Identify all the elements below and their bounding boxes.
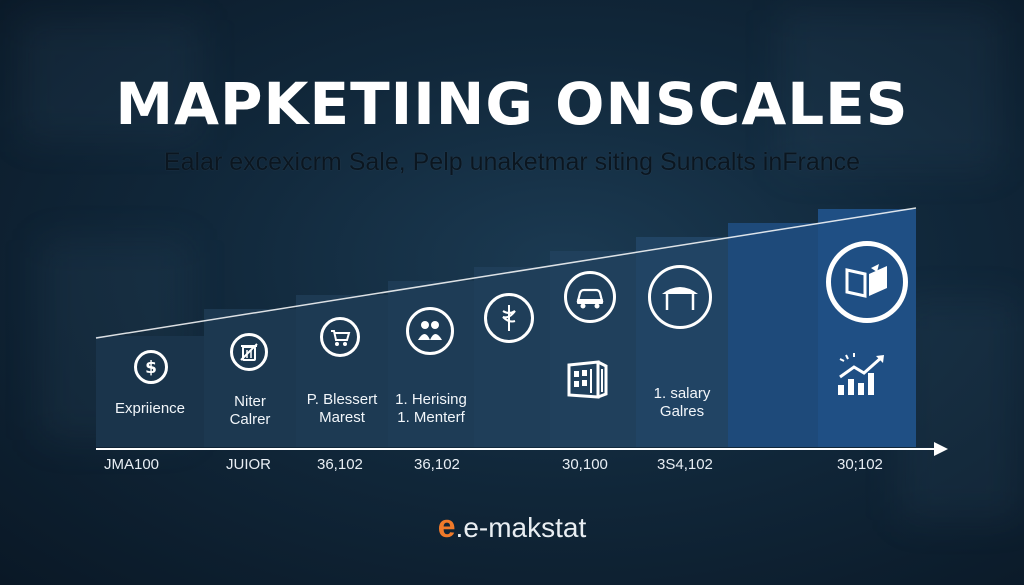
column-1: $ Expriience [96, 336, 204, 447]
people-icon [406, 307, 454, 355]
book-icon [826, 241, 908, 323]
logo-mark: e [437, 508, 456, 544]
cart-icon [320, 317, 360, 357]
baseline-value: JUIOR [226, 456, 271, 473]
building-icon [566, 359, 608, 401]
baseline-value: 3S4,102 [657, 456, 713, 473]
baseline-value: 30,100 [562, 456, 608, 473]
brand-logo: e.e-makstat [0, 508, 1024, 545]
column-label: P. Blessert Marest [306, 391, 378, 426]
car-icon [564, 271, 616, 323]
column-4: 1. Herising 1. Menterf [388, 281, 474, 447]
pavilion-icon [648, 265, 712, 329]
logo-text: .e-makstat [455, 512, 587, 543]
page-subtitle: Ealar excexicrm Sale, Pelp unaketmar sit… [163, 148, 861, 176]
baseline-value: 36,102 [317, 456, 363, 473]
baseline-value: 30;102 [837, 456, 883, 473]
column-9 [818, 209, 916, 447]
growth-chart-icon [836, 353, 888, 397]
column-label: 1. Herising 1. Menterf [395, 391, 467, 426]
column-5 [474, 267, 550, 447]
baseline-value: 36,102 [414, 456, 460, 473]
svg-text:$: $ [145, 358, 157, 377]
caduceus-icon [484, 293, 534, 343]
column-8 [728, 223, 818, 447]
column-6 [550, 251, 636, 447]
column-label: Expriience [114, 400, 186, 417]
column-3: P. Blessert Marest [296, 295, 388, 447]
column-label: 1. salary Galres [653, 385, 711, 420]
baseline-value: JMA100 [104, 456, 160, 473]
trash-icon [230, 333, 268, 371]
page-title: MAPKETIING ONSCALES [115, 70, 909, 138]
column-2: Niter Calrer [204, 309, 296, 447]
column-label: Niter Calrer [229, 393, 271, 428]
dollar-icon: $ [134, 350, 168, 384]
column-7: 1. salary Galres [636, 237, 728, 447]
